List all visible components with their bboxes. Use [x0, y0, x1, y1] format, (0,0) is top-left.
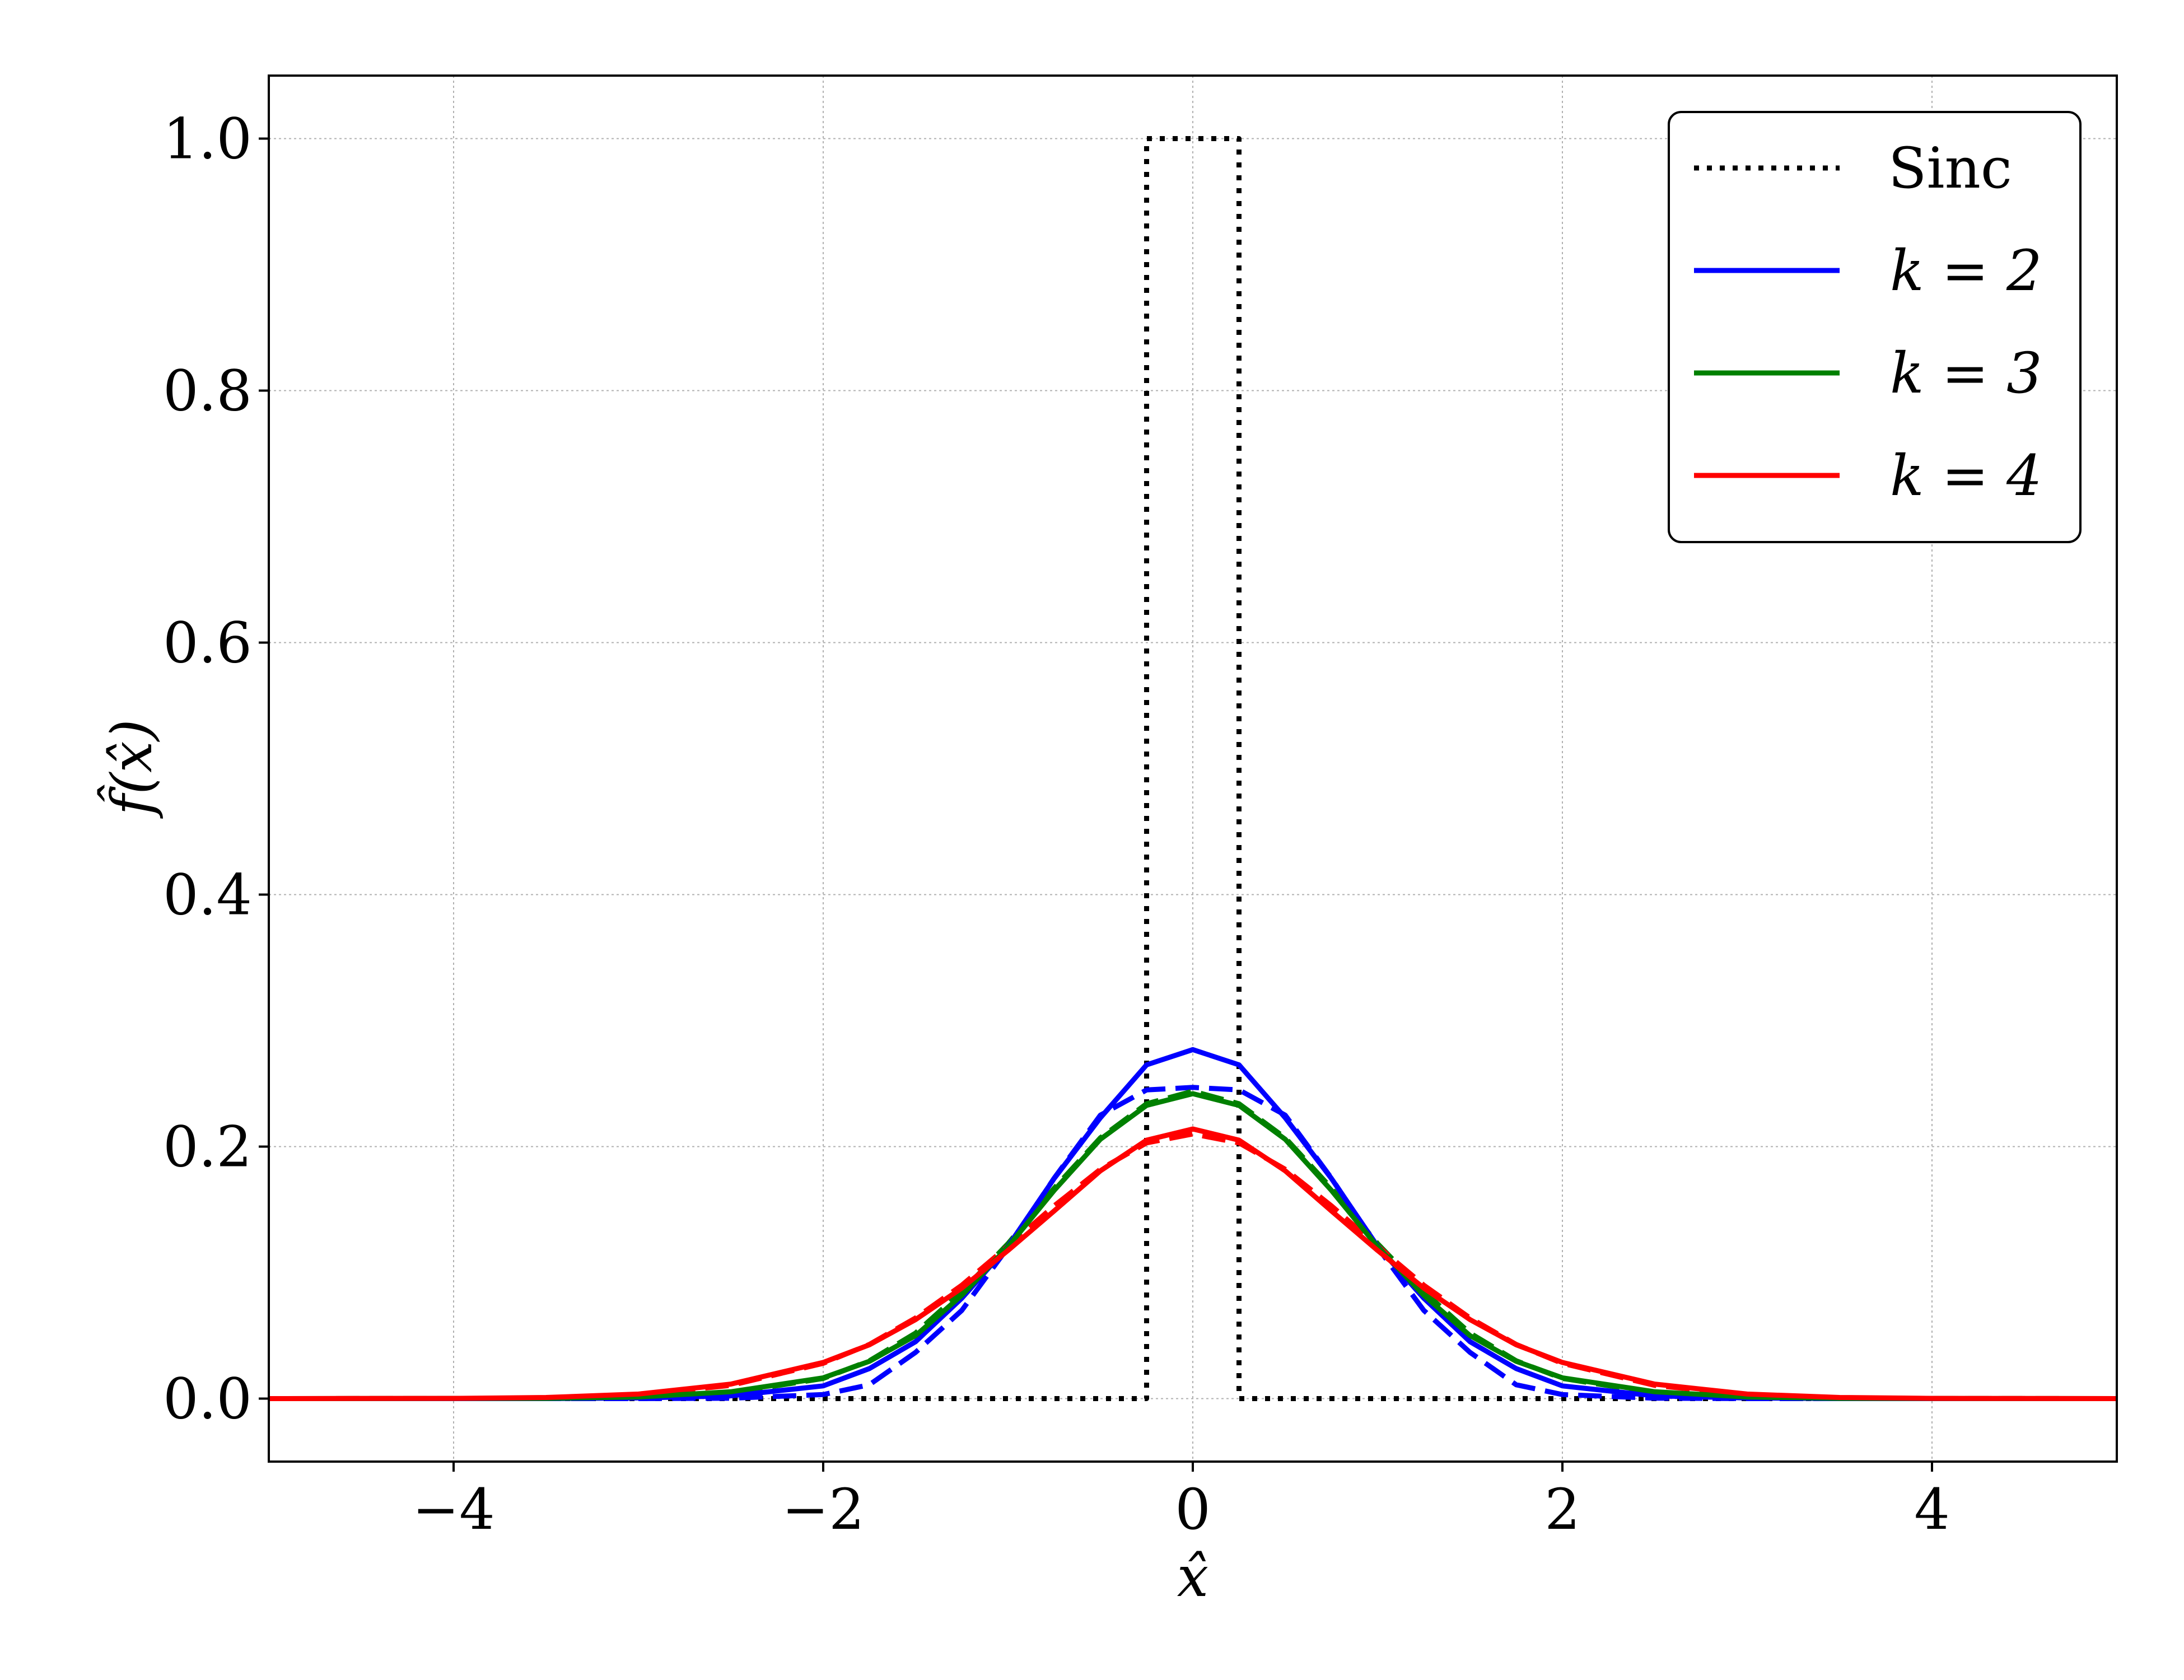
- grid: [269, 76, 2117, 1462]
- legend-label-k4: k = 4: [1890, 443, 2042, 508]
- series-group: [269, 136, 2117, 1401]
- legend-box: [1668, 111, 2082, 543]
- y-tick-label: 0.8: [163, 358, 252, 424]
- series-line-k-2: [269, 1047, 2117, 1401]
- series-line-k-3: [269, 1091, 2117, 1401]
- x-tick-label: −4: [412, 1477, 494, 1542]
- y-tick-label: 1.0: [163, 106, 252, 172]
- x-tick-label: 2: [1544, 1477, 1580, 1542]
- y-axis-label: f̂(x̂): [97, 719, 165, 819]
- legend-label-k3: k = 3: [1890, 340, 2042, 406]
- series-line-dashed-2: [269, 1085, 2117, 1401]
- y-tick-label: 0.6: [163, 610, 252, 676]
- series-line-sinc: [269, 136, 2117, 1401]
- series-line-k-4: [269, 1126, 2117, 1401]
- axis-ticks: −4 −2 0 2 4 0.0 0.2 0.4 0.6 0.8 1.0: [163, 106, 1950, 1543]
- legend: Sinc k = 2 k = 3 k = 4: [1668, 111, 2082, 543]
- y-tick-label: 0.0: [163, 1366, 252, 1432]
- x-axis-label: x̂: [1177, 1544, 1208, 1609]
- y-tick-label: 0.4: [163, 862, 252, 928]
- legend-label-k2: k = 2: [1890, 238, 2042, 304]
- legend-label-sinc: Sinc: [1888, 136, 2012, 201]
- y-tick-label: 0.2: [163, 1114, 252, 1180]
- x-tick-label: 0: [1175, 1477, 1211, 1542]
- x-tick-label: 4: [1914, 1477, 1950, 1542]
- x-tick-label: −2: [782, 1477, 864, 1542]
